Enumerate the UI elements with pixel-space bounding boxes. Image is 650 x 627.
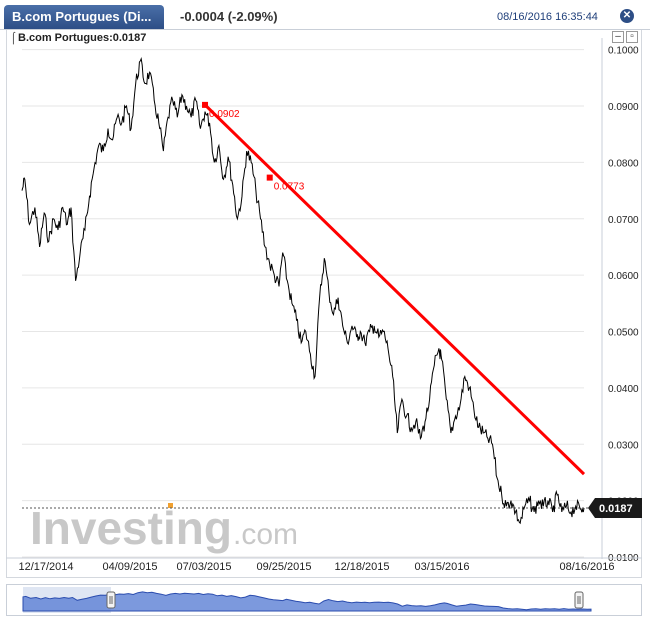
- close-icon[interactable]: ✕: [620, 9, 634, 23]
- trend-anchor-point[interactable]: [266, 174, 273, 181]
- x-tick-label: 08/16/2016: [559, 561, 614, 573]
- y-tick-label: 0.0300: [608, 440, 639, 451]
- y-tick-label: 0.0800: [608, 158, 639, 169]
- price-series-line: [21, 57, 585, 525]
- watermark-brand: Investing: [30, 502, 232, 554]
- trend-line[interactable]: [203, 103, 586, 476]
- y-tick-label: 0.0700: [608, 215, 639, 226]
- investing-watermark: Investing .com: [30, 502, 298, 554]
- navigator-chart: [22, 587, 592, 613]
- x-tick-label: 12/18/2015: [334, 561, 389, 573]
- price-chart[interactable]: Investing .com 0.0902 0.0773 0.1000 0.0900…: [0, 0, 650, 584]
- y-tick-label: 0.0900: [608, 102, 639, 113]
- last-price-badge-label: 0.0187: [599, 503, 633, 515]
- trend-anchor-point[interactable]: [202, 101, 209, 108]
- navigator[interactable]: [6, 584, 642, 616]
- series-legend: B.com Portugues:0.0187: [18, 32, 147, 44]
- x-tick-label: 09/25/2015: [256, 561, 311, 573]
- y-tick-label: 0.1000: [608, 46, 639, 57]
- crosshair-icon[interactable]: ⌠: [10, 32, 17, 44]
- chart-header: B.com Portugues (Di... -0.0004 (-2.09%) …: [0, 0, 650, 30]
- chart-grid: [22, 49, 584, 558]
- x-tick-label: 12/17/2014: [18, 561, 73, 573]
- last-price-badge-shape: [588, 497, 642, 518]
- minimize-button[interactable]: –: [612, 31, 624, 43]
- trend-line-group: 0.0902 0.0773: [202, 101, 586, 476]
- price-change: -0.0004 (-2.09%): [180, 9, 278, 24]
- chart-frame: [6, 30, 642, 578]
- x-tick-label: 07/03/2015: [176, 561, 231, 573]
- x-tick-label: 03/15/2016: [414, 561, 469, 573]
- y-tick-label: 0.0600: [608, 271, 639, 282]
- trend-point-label: 0.0773: [274, 182, 305, 193]
- x-tick-label: 04/09/2015: [102, 561, 157, 573]
- quote-datetime: 08/16/2016 16:35:44: [497, 11, 598, 23]
- y-axis: 0.1000 0.0900 0.0800 0.0700 0.0600 0.0500 0.04…: [601, 38, 639, 564]
- navigator-right-handle[interactable]: [574, 591, 584, 609]
- y-tick-label: 0.0400: [608, 384, 639, 395]
- last-price-badge: 0.0187: [588, 497, 642, 518]
- instrument-tab[interactable]: B.com Portugues (Di...: [4, 5, 164, 29]
- watermark-dot: [168, 503, 173, 508]
- x-axis: 12/17/2014 04/09/2015 07/03/2015 09/25/2015…: [6, 557, 642, 573]
- watermark-suffix: .com: [233, 518, 298, 551]
- y-tick-label: 0.0500: [608, 328, 639, 339]
- settings-button[interactable]: ▫: [626, 31, 638, 43]
- header-divider: [0, 29, 650, 30]
- trend-point-label: 0.0902: [209, 109, 240, 120]
- navigator-left-handle[interactable]: [106, 591, 116, 609]
